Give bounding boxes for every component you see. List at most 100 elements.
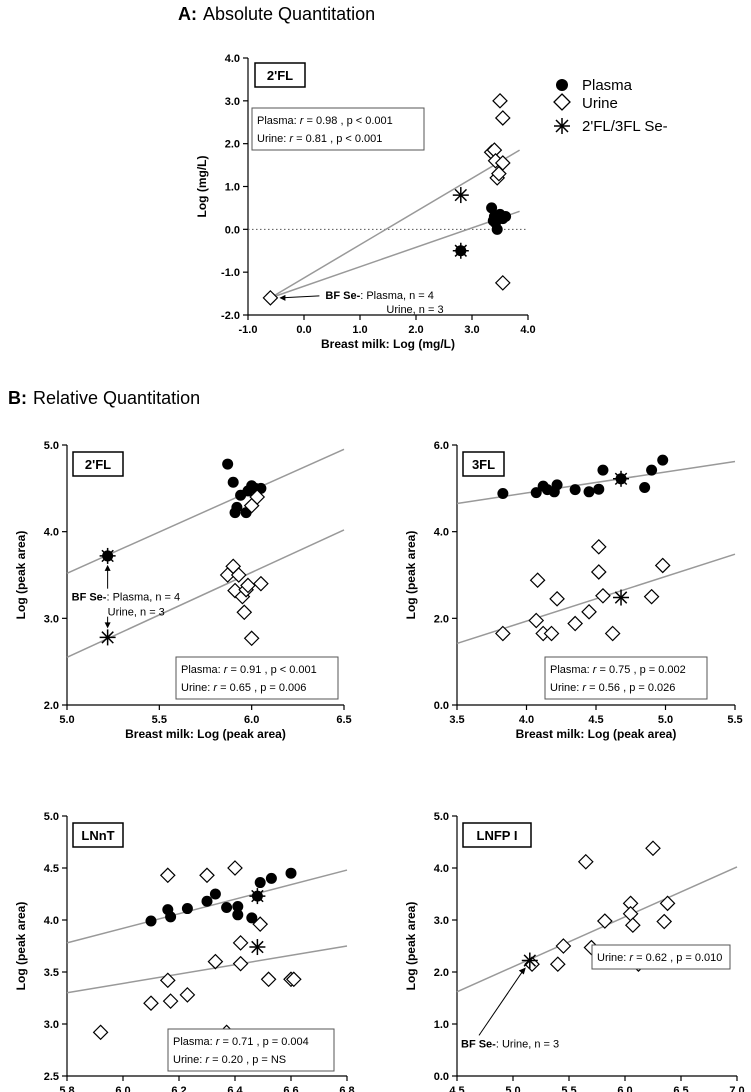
y-axis-label: Log (peak area) (14, 902, 28, 991)
x-tick-label: 6.8 (339, 1085, 354, 1092)
annotation-line1: : Plasma, n = 4 (106, 592, 180, 604)
y-axis-label: Log (peak area) (14, 531, 28, 620)
urine-point (590, 564, 607, 580)
correlation-stats-box (544, 656, 708, 700)
urine-point (232, 955, 249, 972)
x-tick-label: 3.5 (449, 714, 464, 726)
annotation-text-line2: Urine, n = 3 (386, 304, 443, 316)
x-tick-label: -1.0 (239, 324, 258, 336)
panel-label-box (462, 822, 532, 848)
x-axis-label: Breast milk: Log (mg/L) (321, 337, 455, 351)
urine-point (645, 840, 661, 857)
stat-r-symbol: r (213, 682, 218, 694)
x-tick-label: 5.0 (658, 714, 673, 726)
y-tick-label: 6.0 (434, 440, 449, 452)
regression-line (270, 149, 520, 299)
y-tick-label: 4.5 (44, 863, 59, 875)
legend-se-label: 2'FL/3FL Se- (582, 118, 668, 135)
se-negative-plasma-point (455, 245, 467, 257)
plasma-point (487, 215, 499, 227)
section-a-heading: A: Absolute Quantitation (178, 4, 375, 24)
regression-line (456, 866, 738, 993)
x-tick-label: 6.6 (283, 1085, 298, 1092)
se-negative-point (452, 187, 469, 204)
plasma-point (530, 487, 542, 499)
panel-label-box (72, 822, 124, 848)
x-tick-label: 5.0 (59, 714, 74, 726)
plasma-point (232, 900, 244, 912)
plasma-point (201, 895, 213, 907)
stat-group: Urine: (181, 682, 213, 694)
y-tick-label: 0.0 (434, 700, 449, 712)
panel-label-box (254, 62, 306, 88)
x-tick-label: 4.0 (519, 714, 534, 726)
x-axis-label: Breast milk: Log (peak area) (516, 727, 677, 741)
urine-point (659, 895, 676, 912)
se-negative-plasma-point (615, 473, 627, 485)
y-tick-label: 4.0 (44, 915, 59, 927)
x-tick-label: 4.5 (588, 714, 603, 726)
annotation-arrowhead (279, 294, 286, 301)
stat-group: Plasma: (550, 664, 593, 676)
y-tick-label: 0.0 (225, 224, 240, 236)
panel-label-box (462, 451, 505, 477)
stat-values: = 0.98 , p < 0.001 (303, 115, 392, 127)
urine-point (230, 567, 247, 583)
legend-plasma-marker (556, 79, 568, 91)
x-tick-label: 4.0 (520, 324, 535, 336)
x-tick-label: 0.0 (296, 324, 311, 336)
y-tick-label: 2.0 (434, 613, 449, 625)
annotation-arrow (478, 969, 525, 1036)
y-tick-label: 2.0 (225, 139, 240, 151)
plasma-point (221, 902, 233, 914)
regression-line (66, 945, 348, 994)
urine-point (240, 577, 256, 594)
urine-point (232, 935, 249, 951)
panel-a-2fl-absolute: -1.0 0.0 1.0 2.0 3.0 4.0 -2.0 -1.0 0.0 1.0 2.0 3.0 4… (195, 53, 536, 351)
urine-point (262, 290, 279, 306)
y-tick-label: 2.0 (434, 967, 449, 979)
stat-r-symbol: r (289, 133, 294, 145)
y-tick-label: 5.0 (44, 811, 59, 823)
legend: Plasma Urine 2'FL/3FL Se- (553, 77, 668, 135)
y-tick-label: 3.0 (225, 96, 240, 108)
stat-r-symbol: r (216, 1036, 221, 1048)
stat-values: = 0.65 , p = 0.006 (217, 682, 306, 694)
urine-point (549, 590, 565, 607)
y-tick-label: 5.0 (434, 811, 449, 823)
urine-point (492, 92, 508, 109)
plasma-point (227, 476, 239, 488)
y-tick-label: 4.0 (434, 863, 449, 875)
urine-point (656, 913, 673, 930)
urine-point (604, 625, 621, 642)
correlation-stat: Urine: r = 0.81 , p < 0.001 (257, 133, 382, 145)
urine-point (495, 625, 511, 642)
plasma-point (497, 488, 509, 500)
stat-r-symbol: r (205, 1054, 210, 1066)
y-axis-label: Log (peak area) (404, 531, 418, 620)
y-tick-label: -1.0 (221, 267, 240, 279)
correlation-stat: Urine: r = 0.20 , p = NS (173, 1054, 286, 1066)
correlation-stats-box (591, 944, 731, 970)
urine-point (549, 956, 566, 973)
urine-point (143, 995, 159, 1012)
plasma-point (551, 479, 563, 491)
correlation-stat: Urine: r = 0.56 , p = 0.026 (550, 682, 675, 694)
section-b-heading: B: Relative Quantitation (8, 388, 200, 408)
y-axis-label: Log (mg/L) (195, 156, 209, 218)
plasma-point (285, 867, 297, 879)
x-tick-label: 6.0 (244, 714, 259, 726)
legend-plasma-label: Plasma (582, 77, 633, 94)
annotation-arrow (280, 295, 320, 299)
x-tick-label: 6.4 (227, 1085, 243, 1092)
se-negative-plasma-point (251, 890, 263, 902)
y-tick-label: 3.0 (44, 613, 59, 625)
stat-values: = 0.56 , p = 0.026 (586, 682, 675, 694)
asterisk-stroke (614, 591, 628, 604)
annotation-bold: BF Se- (325, 290, 360, 302)
y-tick-label: 4.0 (44, 527, 59, 539)
panel-b-lnnt-relative: 5.86.06.26.46.66.82.53.03.54.04.55.0Brea… (14, 811, 355, 1092)
panel-b-2fl-relative: 5.0 5.5 6.0 6.5 2.0 3.0 4.0 5.0 Breast milk: Log… (14, 440, 352, 741)
correlation-stat: Urine: r = 0.62 , p = 0.010 (597, 952, 722, 964)
stat-values: = 0.20 , p = NS (209, 1054, 286, 1066)
